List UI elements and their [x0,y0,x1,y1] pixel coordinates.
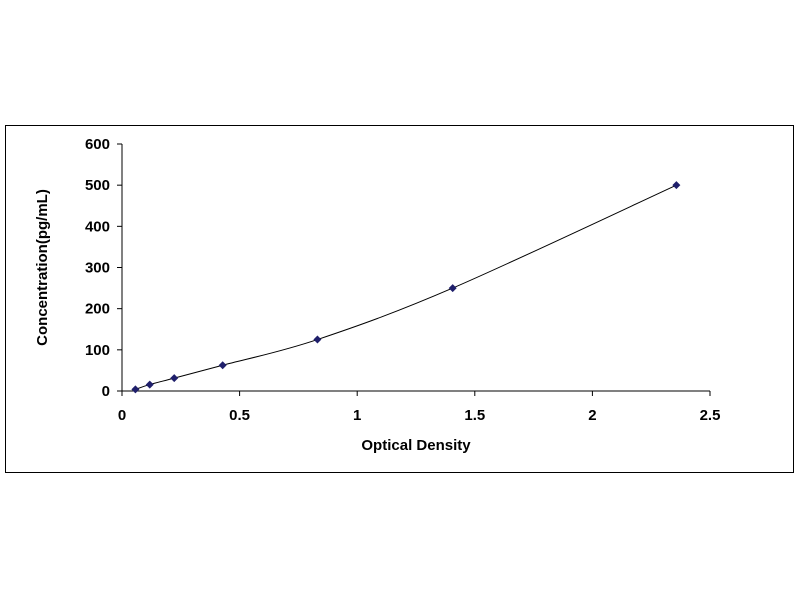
data-point [672,181,681,190]
data-point [218,361,227,370]
x-tick-label: 0 [118,407,126,424]
chart-frame [5,125,794,473]
x-ticks: 0 0.5 1 1.5 2 2.5 [118,391,721,424]
x-tick-label: 1 [353,407,361,424]
y-tick-label: 500 [85,177,110,194]
x-tick-label: 0.5 [229,407,250,424]
y-axis-title: Concentration(pg/mL) [34,189,51,346]
fit-curve [135,184,677,390]
y-tick-label: 0 [102,383,110,400]
data-point [448,284,457,293]
y-ticks: 0 100 200 300 400 500 600 [85,136,122,400]
x-tick-label: 2 [588,407,596,424]
x-tick-label: 1.5 [464,407,485,424]
axes [121,144,710,392]
data-point [145,380,154,389]
x-axis-title: Optical Density [361,437,471,454]
x-tick-label: 2.5 [700,407,721,424]
y-tick-label: 100 [85,342,110,359]
y-tick-label: 600 [85,136,110,153]
data-points [131,181,681,394]
data-point [313,335,322,344]
y-tick-label: 200 [85,301,110,318]
y-tick-label: 400 [85,218,110,235]
data-point [170,374,179,383]
y-tick-label: 300 [85,260,110,277]
data-point [131,385,140,394]
